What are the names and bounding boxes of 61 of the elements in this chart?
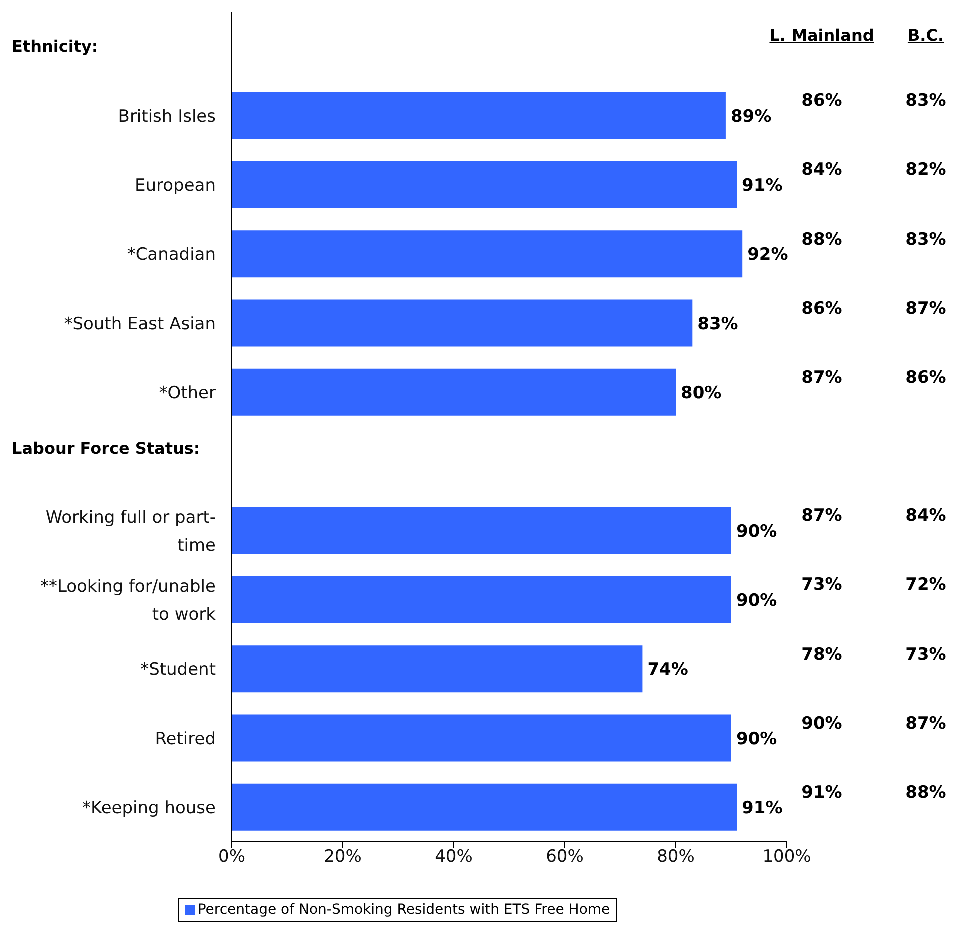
text: 73% — [800, 575, 844, 596]
bar — [232, 646, 643, 693]
y-tick-label: *Other — [159, 383, 216, 404]
text: B.C. — [908, 26, 944, 45]
y-tick-label: European — [135, 176, 216, 196]
bar — [232, 161, 738, 208]
data-label: 90% — [736, 729, 778, 750]
text: 87% — [904, 714, 948, 734]
text: Labour Force Status: — [12, 439, 200, 458]
text: 84% — [800, 160, 844, 180]
bar — [232, 784, 738, 831]
text: 78% — [800, 644, 844, 664]
y-tick-label: *South East Asian — [64, 314, 216, 334]
data-label: 89% — [730, 106, 772, 127]
text: 84% — [904, 506, 948, 526]
y-tick-label: Working full or part-time — [46, 508, 216, 556]
y-tick-label: **Looking for/unable to work — [40, 576, 216, 625]
text: 86% — [904, 368, 948, 388]
text: Ethnicity: — [12, 36, 98, 56]
text: 88% — [904, 782, 948, 803]
bar — [232, 300, 693, 347]
bar — [232, 230, 743, 278]
text: 73% — [904, 644, 948, 664]
text: 86% — [800, 91, 844, 112]
data-label: 92% — [748, 245, 788, 266]
text: 86% — [800, 298, 844, 319]
legend-label: Percentage of Non-Smoking Residents with ETS Free Home — [196, 902, 610, 918]
text: 83% — [904, 230, 948, 250]
data-label: 91% — [742, 176, 783, 196]
y-tick-label: *Student — [140, 660, 216, 680]
bar — [232, 714, 732, 762]
text: 87% — [800, 368, 844, 388]
text: 83% — [904, 91, 948, 112]
text: 87% — [800, 506, 844, 526]
data-label: 80% — [681, 383, 722, 404]
y-tick-label: *Canadian — [127, 245, 216, 266]
x-tick-label: 0% — [218, 847, 246, 868]
data-label: 90% — [736, 590, 778, 611]
text: 88% — [800, 230, 844, 250]
data-label: 83% — [698, 314, 738, 334]
x-tick-label: 100% — [762, 847, 812, 868]
bar — [232, 368, 676, 416]
data-label: 91% — [742, 798, 783, 818]
text: 72% — [904, 575, 948, 596]
text: 87% — [904, 298, 948, 319]
y-tick-label: *Keeping house — [82, 798, 216, 818]
bar — [232, 507, 732, 554]
x-tick-label: 40% — [435, 847, 473, 868]
annotation: L. Mainland — [768, 26, 876, 45]
data-label: 90% — [736, 522, 778, 542]
bar — [232, 576, 732, 624]
text: 91% — [800, 782, 844, 803]
data-label: 74% — [648, 660, 688, 680]
bar — [232, 92, 726, 140]
x-tick-label: 60% — [546, 847, 584, 868]
x-tick-label: 20% — [324, 847, 362, 868]
y-tick-label: Retired — [155, 729, 216, 750]
y-tick-label: British Isles — [118, 106, 216, 127]
x-tick-label: 80% — [657, 847, 695, 868]
text: 82% — [904, 160, 948, 180]
text: 90% — [800, 714, 844, 734]
